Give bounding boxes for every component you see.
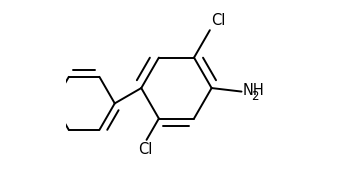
Text: 2: 2 (251, 90, 258, 103)
Text: Cl: Cl (138, 142, 153, 157)
Text: Cl: Cl (211, 13, 225, 28)
Text: NH: NH (243, 83, 265, 98)
